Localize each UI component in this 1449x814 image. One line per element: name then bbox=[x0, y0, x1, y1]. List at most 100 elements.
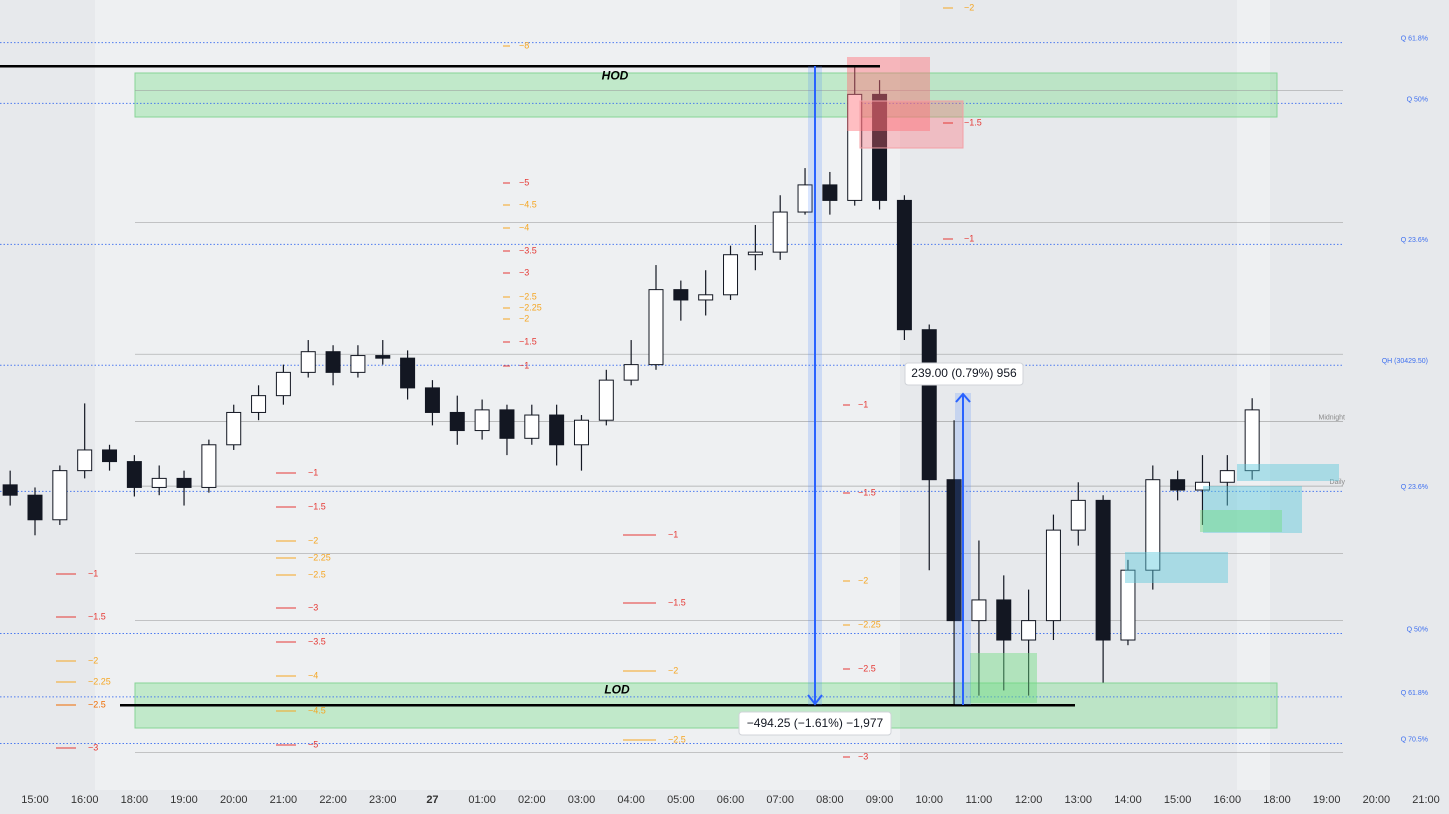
x-tick-label: 09:00 bbox=[866, 794, 894, 806]
levels: Q 61.8% Q 50% Q 23.6% QH (30429.50) Q 23.6% Q… bbox=[0, 36, 1428, 753]
marker-label: −1.5 bbox=[668, 597, 686, 607]
marker-label: −1.5 bbox=[308, 501, 326, 511]
x-tick-label: 01:00 bbox=[468, 794, 496, 806]
supply-box bbox=[859, 100, 964, 149]
candle-body bbox=[201, 444, 217, 488]
candle-body bbox=[1095, 499, 1111, 641]
marker-label: −4 bbox=[308, 670, 318, 680]
measure-arrow bbox=[807, 694, 823, 706]
candle-body bbox=[102, 449, 118, 463]
x-tick-label: 08:00 bbox=[816, 794, 844, 806]
x-tick-label: 11:00 bbox=[966, 794, 993, 806]
marker-label: −4 bbox=[519, 222, 529, 232]
candle-body bbox=[400, 357, 416, 389]
hod-label: HOD bbox=[602, 68, 629, 82]
marker-label: −2.5 bbox=[858, 663, 876, 673]
x-tick-label: 20:00 bbox=[220, 794, 248, 806]
candle-body bbox=[1145, 479, 1161, 571]
candle-body bbox=[797, 184, 813, 213]
marker-label: −4.5 bbox=[308, 705, 326, 715]
marker-label: −1.5 bbox=[88, 611, 106, 621]
x-tick-label: 16:00 bbox=[71, 794, 99, 806]
candle-body bbox=[499, 409, 515, 439]
candle-body bbox=[698, 294, 714, 301]
x-tick-label: 07:00 bbox=[766, 794, 794, 806]
marker-label: −5 bbox=[308, 739, 318, 749]
candle-body bbox=[151, 477, 167, 488]
marker-label: −2.25 bbox=[519, 302, 542, 312]
candle-body bbox=[673, 289, 689, 301]
candle-body bbox=[350, 355, 366, 373]
level-label: Q 70.5% bbox=[1401, 736, 1428, 743]
marker-label: −4.5 bbox=[519, 199, 537, 209]
marker-label: −1.5 bbox=[964, 117, 982, 127]
candle-body bbox=[275, 371, 291, 397]
x-tick-label: 18:00 bbox=[121, 794, 149, 806]
measure-label-box bbox=[738, 711, 892, 736]
extremes: HOD LOD bbox=[0, 65, 1075, 707]
marker-label: −1 bbox=[964, 233, 974, 243]
candle-body bbox=[1219, 470, 1235, 483]
demand-box bbox=[1200, 510, 1282, 532]
x-tick-label: 15:00 bbox=[21, 794, 49, 806]
candle-body bbox=[946, 479, 962, 622]
marker-label: −2.5 bbox=[519, 291, 537, 301]
measure-label: −494.25 (−1.61%) −1,977 bbox=[747, 716, 884, 730]
candle-body bbox=[996, 599, 1012, 641]
demand-box bbox=[1125, 552, 1228, 583]
candle-body bbox=[1021, 620, 1037, 641]
candle-body bbox=[549, 414, 565, 446]
candle-body bbox=[325, 351, 341, 373]
candle-body bbox=[921, 329, 937, 481]
marker-label: −2.5 bbox=[668, 734, 686, 744]
candle-body bbox=[772, 211, 788, 253]
x-tick-label: 18:00 bbox=[1263, 794, 1291, 806]
marker-label: −8 bbox=[519, 40, 529, 50]
x-tick-label: 14:00 bbox=[1114, 794, 1142, 806]
candle-body bbox=[1070, 499, 1086, 531]
measure-arrow bbox=[955, 392, 971, 403]
marker-label: −3 bbox=[858, 751, 868, 761]
lod-label: LOD bbox=[604, 682, 630, 696]
candle-body bbox=[424, 387, 440, 413]
marker-label: −2 bbox=[964, 2, 974, 12]
x-tick-label: 22:00 bbox=[319, 794, 347, 806]
demand-box bbox=[1237, 464, 1339, 481]
x-tick-label: 05:00 bbox=[667, 794, 695, 806]
level-label: Q 23.6% bbox=[1401, 237, 1428, 244]
level-label: Daily bbox=[1329, 479, 1345, 486]
marker-label: −2.5 bbox=[308, 569, 326, 579]
x-tick-label: 27 bbox=[426, 794, 438, 806]
level-label: Q 50% bbox=[1407, 626, 1428, 633]
level-label: Q 23.6% bbox=[1401, 484, 1428, 491]
x-tick-label: 16:00 bbox=[1214, 794, 1242, 806]
candle-body bbox=[1045, 529, 1061, 622]
x-tick-label: 03:00 bbox=[568, 794, 596, 806]
level-label: Q 61.8% bbox=[1401, 36, 1428, 43]
candle-body bbox=[2, 484, 18, 496]
measure-tools: −494.25 (−1.61%) −1,977 239.00 (0.79%) 9… bbox=[738, 66, 1024, 736]
marker-label: −3 bbox=[88, 742, 98, 752]
measure-label: 239.00 (0.79%) 956 bbox=[911, 366, 1017, 380]
marker-label: −2.25 bbox=[88, 676, 111, 686]
marker-label: −1 bbox=[88, 568, 98, 578]
marker-label: −2 bbox=[519, 313, 529, 323]
x-tick-label: 19:00 bbox=[1313, 794, 1341, 806]
candle-body bbox=[623, 364, 639, 381]
marker-label: −1.5 bbox=[858, 487, 876, 497]
x-tick-label: 12:00 bbox=[1015, 794, 1043, 806]
x-tick-label: 06:00 bbox=[717, 794, 745, 806]
marker-label: −2 bbox=[668, 665, 678, 675]
candle-body bbox=[896, 199, 912, 331]
marker-label: −2 bbox=[858, 575, 868, 585]
candle-body bbox=[573, 419, 589, 446]
measure-label-box bbox=[904, 362, 1024, 386]
session-shade bbox=[95, 0, 900, 790]
x-tick-label: 10:00 bbox=[915, 794, 943, 806]
candle-body bbox=[723, 254, 739, 296]
candle-body bbox=[822, 184, 838, 201]
candle-body bbox=[474, 409, 490, 432]
candle-body bbox=[226, 411, 242, 446]
